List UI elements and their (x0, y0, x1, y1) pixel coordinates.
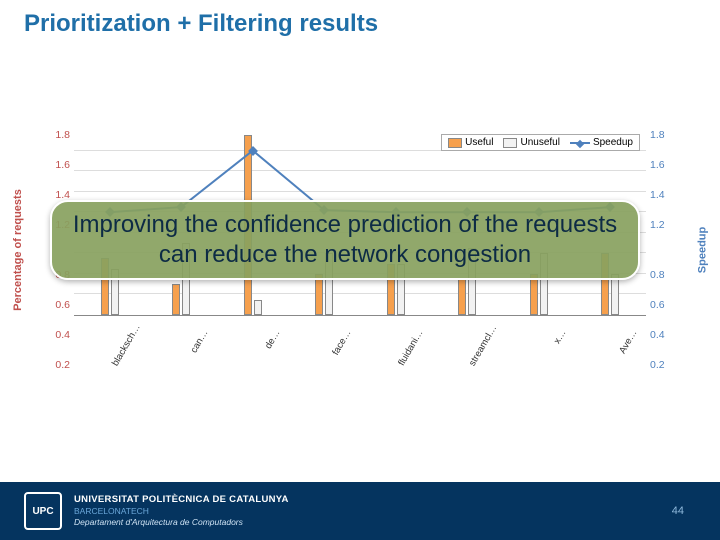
footer-text: UNIVERSITAT POLITÈCNICA DE CATALUNYA BAR… (74, 494, 289, 528)
bar (611, 274, 619, 315)
bar (254, 300, 262, 315)
footer-line1: UNIVERSITAT POLITÈCNICA DE CATALUNYA (74, 494, 289, 506)
x-label: streamcl… (467, 328, 523, 384)
footer-line3: Departament d'Arquitectura de Computador… (74, 517, 289, 528)
bar (458, 279, 466, 315)
slide-number: 44 (672, 505, 684, 517)
bar (315, 274, 323, 315)
footer-line2: BARCELONATECH (74, 506, 289, 517)
callout-box: Improving the confidence prediction of t… (50, 200, 640, 280)
x-label: x… (539, 328, 595, 384)
slide: Prioritization + Filtering results Perce… (0, 0, 720, 540)
x-label: de… (253, 328, 309, 384)
x-label: fluidani… (396, 328, 452, 384)
upc-logo: UPC (24, 492, 62, 530)
y-ticks-right: 1.81.61.41.20.80.60.40.2 (650, 130, 674, 370)
y-axis-label-left: Percentage of requests (12, 189, 24, 311)
x-label: can… (181, 328, 237, 384)
footer: UPC UNIVERSITAT POLITÈCNICA DE CATALUNYA… (0, 482, 720, 540)
bar (172, 284, 180, 315)
x-label: blacksch… (110, 328, 166, 384)
slide-title: Prioritization + Filtering results (24, 10, 378, 38)
x-labels: blacksch…can…de…face…fluidani…streamcl…x… (74, 320, 646, 370)
x-label: face… (324, 328, 380, 384)
y-axis-label-right: Speedup (696, 227, 708, 273)
callout-text: Improving the confidence prediction of t… (66, 210, 624, 270)
bar (530, 274, 538, 315)
